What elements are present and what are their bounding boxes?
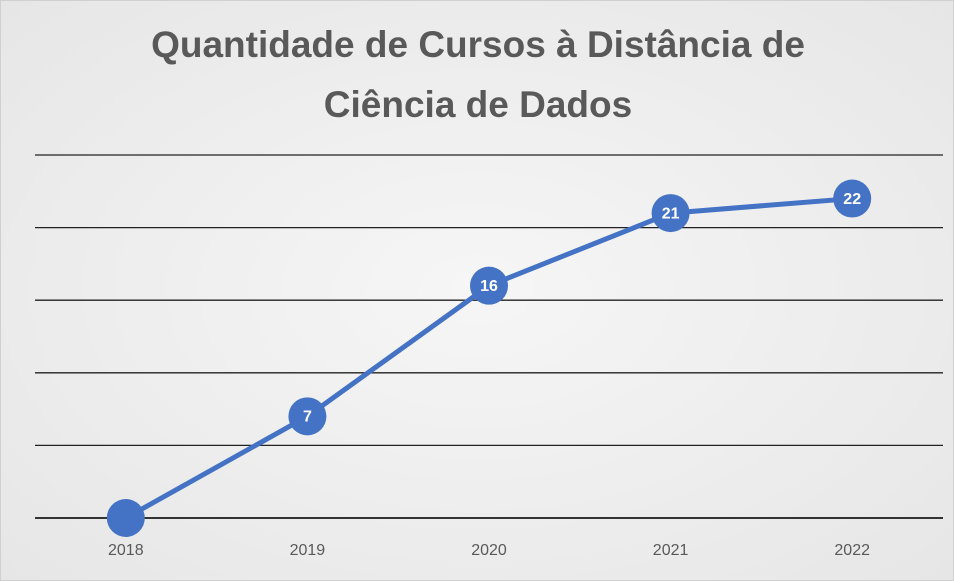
data-label: 21 (662, 205, 680, 222)
data-point (288, 397, 327, 436)
data-label: 22 (843, 191, 861, 208)
data-label: 7 (303, 409, 312, 426)
data-label: 16 (480, 278, 498, 295)
x-tick-label: 2022 (834, 542, 870, 559)
data-point (106, 499, 145, 537)
line-series (124, 196, 853, 521)
chart-title: Quantidade de Cursos à Distância de Ciên… (151, 24, 805, 125)
x-tick-label: 2020 (471, 542, 507, 559)
data-point (651, 194, 690, 233)
x-tick-label: 2019 (290, 542, 326, 559)
x-tick-label: 2018 (108, 542, 144, 559)
x-tick-label: 2021 (653, 542, 689, 559)
data-point (470, 266, 508, 305)
data-point (833, 179, 872, 218)
